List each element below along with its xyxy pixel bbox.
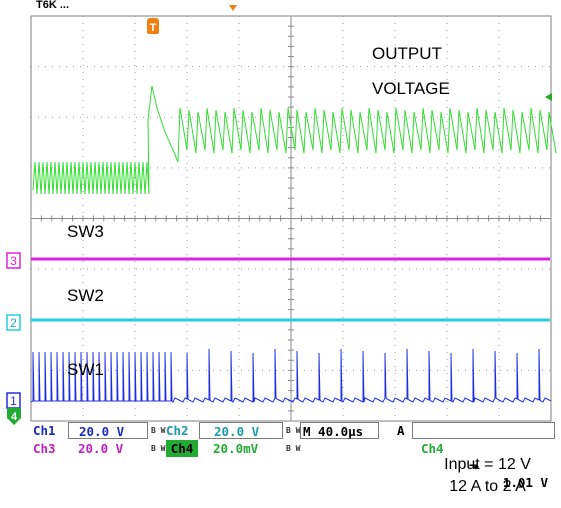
test-condition-caption: Input = 12 V 12 A to 2 A [420,454,555,498]
trigger-position-icon [229,5,237,11]
sw3-label: SW3 [67,222,104,241]
ch3-bw-icon: B W [151,444,166,453]
ch2-scale[interactable]: 20.0 V [199,422,283,439]
channel-3-marker-label: 3 [10,254,17,268]
trigger-marker-label: T [150,22,157,34]
trigger-level: 1.01 V [502,475,548,490]
caption-input-voltage: Input = 12 V [444,456,531,473]
channel-4-marker[interactable]: 4 [7,408,21,425]
output-label-line2: VOLTAGE [372,79,450,98]
ch1-name: Ch1 [33,423,56,438]
channel-1-marker[interactable]: 1 [6,392,21,409]
ch4-name[interactable]: Ch4 [166,440,198,457]
channel-1-marker-label: 1 [10,394,17,408]
output-voltage-trace [32,85,557,195]
trigger-marker[interactable]: T [147,19,159,34]
trigger-source: Ch4 [421,441,444,456]
sw1-trace [30,348,552,403]
ch2-name: Ch2 [166,423,189,438]
header-partial-text: T6K ... [36,0,69,11]
output-level-marker-icon [545,93,552,101]
channel-4-marker-label: 4 [11,411,18,423]
timebase-readout[interactable]: M 40.0µs [300,422,379,439]
output-label-line1: OUTPUT [372,44,442,63]
ch1-bw-icon: B W [151,426,166,435]
ch3-scale[interactable]: 20.0 V [78,441,124,456]
trigger-mode: A [397,423,405,438]
channel-2-marker[interactable]: 2 [6,314,21,331]
ch4-scale[interactable]: 20.0mV [213,441,259,456]
sw2-label: SW2 [67,286,104,305]
channel-3-marker[interactable]: 3 [6,252,21,269]
ch2-bw-icon: B W [286,426,301,435]
channel-2-marker-label: 2 [10,316,17,330]
ch4-bw-icon: B W [286,444,301,453]
sw1-label: SW1 [67,360,104,379]
ch1-scale[interactable]: 20.0 V [68,422,148,439]
ch3-name: Ch3 [33,441,56,456]
trigger-arrow-icon [148,18,158,24]
scope-status-bar: Ch1 20.0 V B W Ch2 20.0 V B W M 40.0µs A… [0,420,561,490]
trigger-readout[interactable]: Ch4 ⬎ 1.01 V [412,422,555,490]
caption-load-step: 12 A to 2 A [449,478,526,495]
falling-edge-icon: ⬎ [469,458,480,472]
